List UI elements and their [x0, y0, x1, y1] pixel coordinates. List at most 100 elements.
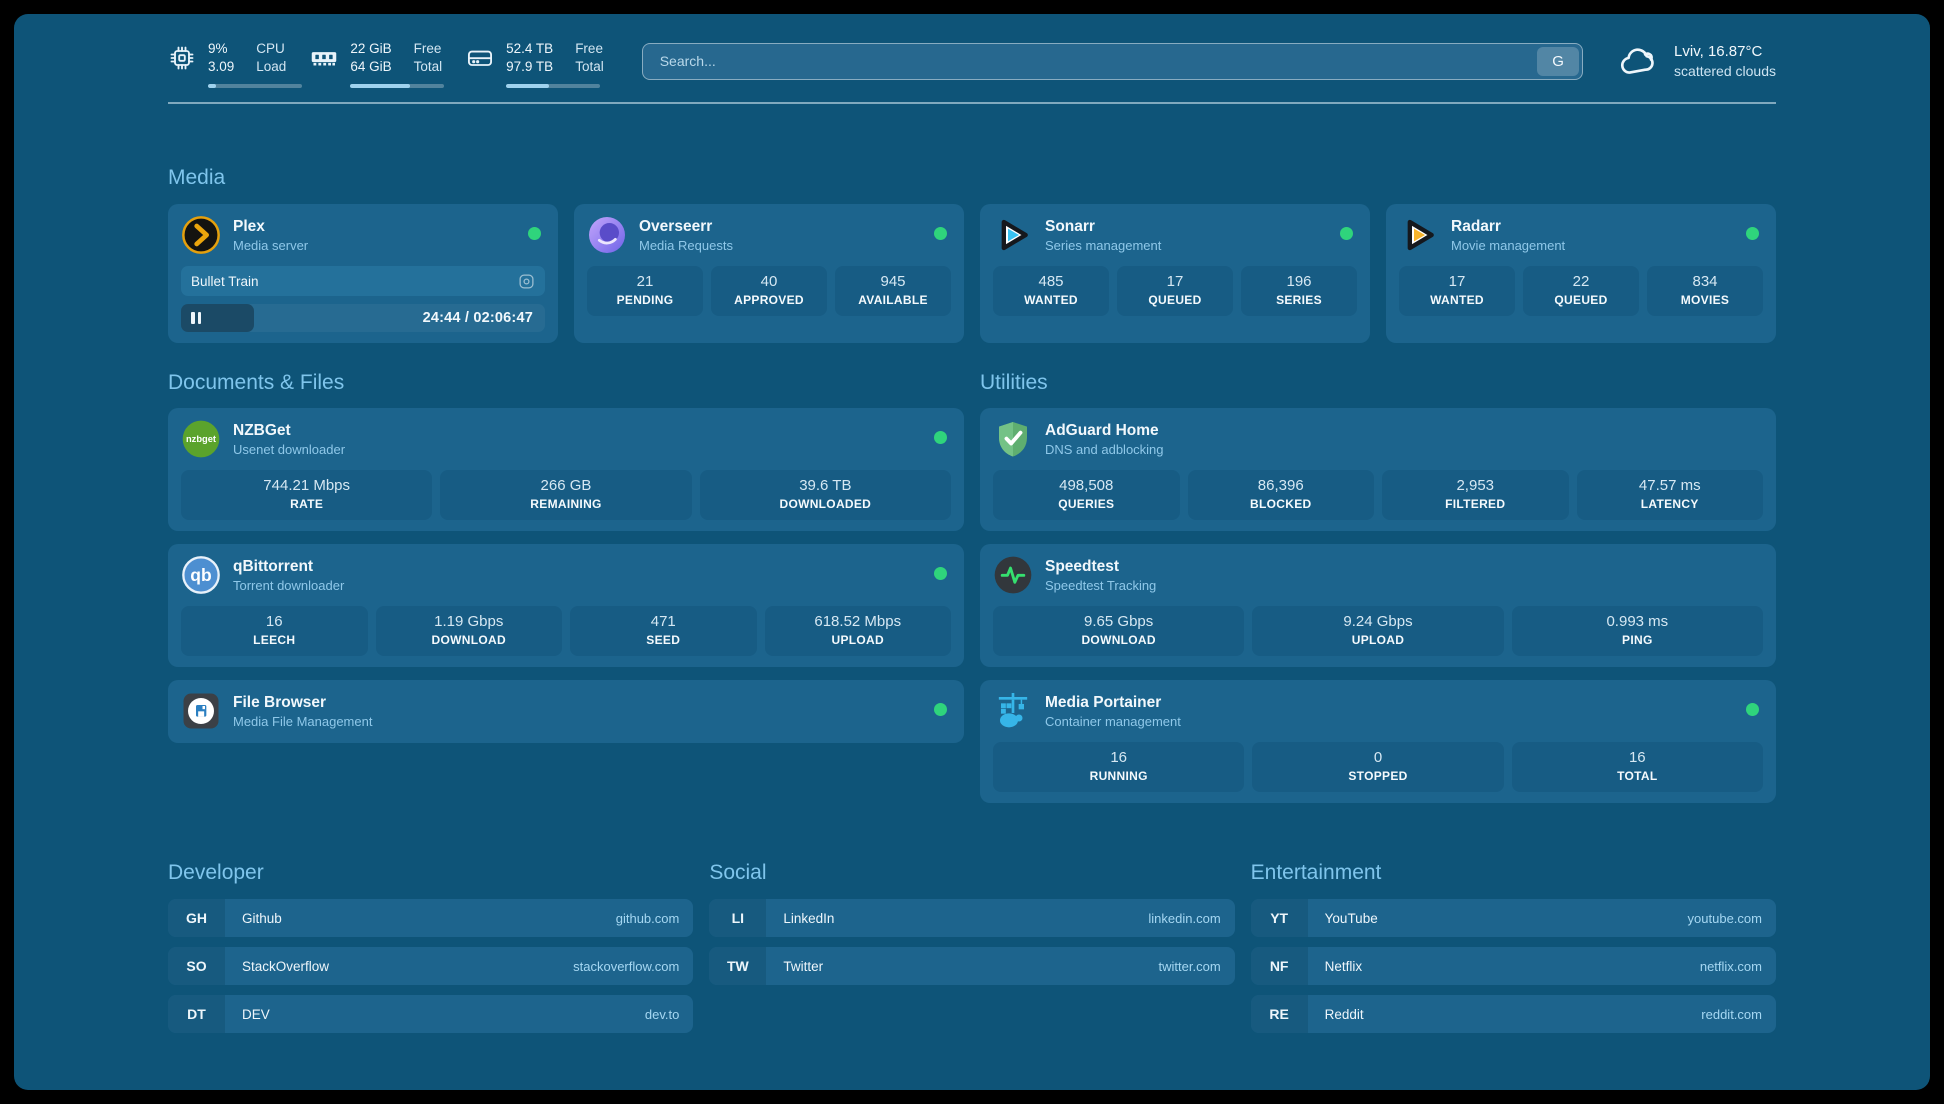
disk-icon — [466, 44, 494, 72]
bookmark-twitter[interactable]: TW Twitter twitter.com — [709, 947, 1235, 985]
section-title-documents: Documents & Files — [168, 371, 345, 394]
stat-value: 196 — [1286, 273, 1312, 290]
stat-value: 21 — [636, 273, 654, 290]
bookmark-abbr: TW — [709, 947, 767, 985]
bookmark-youtube[interactable]: YT YouTube youtube.com — [1250, 899, 1776, 937]
weather-widget: Lviv, 16.87°C scattered clouds — [1617, 42, 1776, 81]
utilities-column: Utilities AdGuard Home DNS and adblockin… — [980, 371, 1776, 803]
search-input[interactable] — [645, 53, 1538, 69]
stat-label: DOWNLOAD — [431, 633, 506, 647]
service-card-plex[interactable]: Plex Media server Bullet Train 24:44 / 0… — [168, 204, 558, 343]
bookmark-stackoverflow[interactable]: SO StackOverflow stackoverflow.com — [168, 947, 694, 985]
stat-label: APPROVED — [734, 293, 804, 307]
stat-blocked: 86,396 BLOCKED — [1187, 470, 1374, 520]
service-card-qbittorrent[interactable]: qb qBittorrent Torrent downloader 16 LEE… — [168, 544, 964, 667]
bookmark-netflix[interactable]: NF Netflix netflix.com — [1250, 947, 1776, 985]
stat-queries: 498,508 QUERIES — [993, 470, 1180, 520]
bookmark-github[interactable]: GH Github github.com — [168, 899, 694, 937]
stat-value: 471 — [650, 613, 676, 630]
service-card-filebrowser[interactable]: File Browser Media File Management — [168, 680, 964, 743]
stat-rate: 744.21 Mbps RATE — [181, 470, 433, 520]
service-card-sonarr[interactable]: Sonarr Series management 485 WANTED 17 Q… — [980, 204, 1370, 343]
playback-progress-row: 24:44 / 02:06:47 — [181, 304, 545, 332]
stat-label: AVAILABLE — [858, 293, 928, 307]
service-card-speedtest[interactable]: Speedtest Speedtest Tracking 9.65 Gbps D… — [980, 544, 1776, 667]
stat-label: DOWNLOADED — [779, 497, 872, 511]
cpu-progress-fill — [208, 84, 217, 88]
memory-stat-widget: 22 GiB 64 GiB Free Total — [310, 40, 445, 88]
bookmark-reddit[interactable]: RE Reddit reddit.com — [1250, 995, 1776, 1033]
stat-value: 2,953 — [1456, 477, 1495, 494]
stat-leech: 16 LEECH — [181, 606, 368, 656]
bookmark-abbr: SO — [168, 947, 225, 985]
service-title: Speedtest — [1045, 557, 1120, 575]
section-title-media: Media — [168, 166, 226, 189]
service-card-radarr[interactable]: Radarr Movie management 17 WANTED 22 QUE… — [1386, 204, 1776, 343]
stat-label: STOPPED — [1348, 769, 1408, 783]
service-card-overseerr[interactable]: Overseerr Media Requests 21 PENDING 40 A… — [574, 204, 964, 343]
stat-label: PENDING — [616, 293, 674, 307]
bookmark-url: youtube.com — [1687, 910, 1762, 926]
service-subtitle: Media Requests — [639, 237, 733, 253]
stat-label: TOTAL — [1617, 769, 1658, 783]
stat-movies: 834 MOVIES — [1647, 266, 1763, 316]
stat-value: 17 — [1166, 273, 1184, 290]
bookmark-abbr: NF — [1250, 947, 1308, 985]
svg-text:nzbget: nzbget — [186, 434, 216, 444]
stat-value: 16 — [1110, 749, 1127, 766]
cast-icon — [518, 273, 535, 290]
stat-label: LATENCY — [1640, 497, 1699, 511]
top-bar: 9% 3.09 CPU Load 22 GiB 64 GiB — [168, 40, 1776, 88]
status-dot — [1340, 227, 1353, 240]
status-dot — [934, 567, 947, 580]
stat-label: WANTED — [1024, 293, 1078, 307]
service-subtitle: Speedtest Tracking — [1045, 577, 1157, 593]
bookmark-abbr: LI — [709, 899, 767, 937]
status-dot — [1746, 703, 1759, 716]
search-bar: G — [641, 42, 1584, 80]
status-dot — [934, 703, 947, 716]
plex-icon — [181, 215, 221, 255]
stat-value: 16 — [1628, 749, 1646, 766]
stat-value: 47.57 ms — [1638, 477, 1701, 494]
sonarr-icon — [993, 215, 1033, 255]
search-provider-button[interactable]: G — [1537, 46, 1580, 76]
cpu-load-value: 3.09 — [208, 59, 235, 74]
stat-approved: 40 APPROVED — [711, 266, 827, 316]
qbittorrent-icon: qb — [181, 555, 221, 595]
bookmark-name: YouTube — [1324, 910, 1378, 926]
memory-icon — [310, 44, 338, 72]
service-title: Overseerr — [639, 217, 713, 235]
disk-free-label: Free — [575, 41, 603, 56]
stat-value: 485 — [1038, 273, 1064, 290]
dashboard-panel: 9% 3.09 CPU Load 22 GiB 64 GiB — [14, 14, 1930, 1090]
stat-queued: 17 QUEUED — [1117, 266, 1233, 316]
bookmark-abbr: GH — [168, 899, 225, 937]
bookmark-linkedin[interactable]: LI LinkedIn linkedin.com — [709, 899, 1235, 937]
bookmark-url: github.com — [615, 910, 680, 926]
service-subtitle: Series management — [1045, 237, 1162, 253]
stat-value: 498,508 — [1059, 477, 1114, 494]
service-title: Plex — [233, 217, 265, 235]
service-card-adguard[interactable]: AdGuard Home DNS and adblocking 498,508 … — [980, 408, 1776, 531]
stat-label: SERIES — [1276, 293, 1322, 307]
service-card-portainer[interactable]: Media Portainer Container management 16 … — [980, 680, 1776, 803]
stat-total: 16 TOTAL — [1511, 742, 1763, 792]
bookmark-name: Github — [242, 910, 282, 926]
bookmark-group-title: Developer — [168, 861, 264, 884]
cpu-usage-label: CPU — [256, 41, 285, 56]
stat-filtered: 2,953 FILTERED — [1382, 470, 1569, 520]
stat-label: UPLOAD — [1351, 633, 1405, 647]
status-dot — [528, 227, 541, 240]
stat-download: 1.19 Gbps DOWNLOAD — [375, 606, 562, 656]
stat-value: 86,396 — [1257, 477, 1304, 494]
bookmark-url: twitter.com — [1158, 958, 1221, 974]
disk-total-label: Total — [575, 59, 604, 74]
service-title: Sonarr — [1045, 217, 1095, 235]
stat-value: 1.19 Gbps — [434, 613, 504, 630]
bookmark-dev[interactable]: DT DEV dev.to — [168, 995, 694, 1033]
service-card-nzbget[interactable]: nzbget NZBGet Usenet downloader 744.21 M… — [168, 408, 964, 531]
status-dot — [934, 431, 947, 444]
bookmark-url: stackoverflow.com — [573, 958, 680, 974]
portainer-icon — [993, 691, 1033, 731]
